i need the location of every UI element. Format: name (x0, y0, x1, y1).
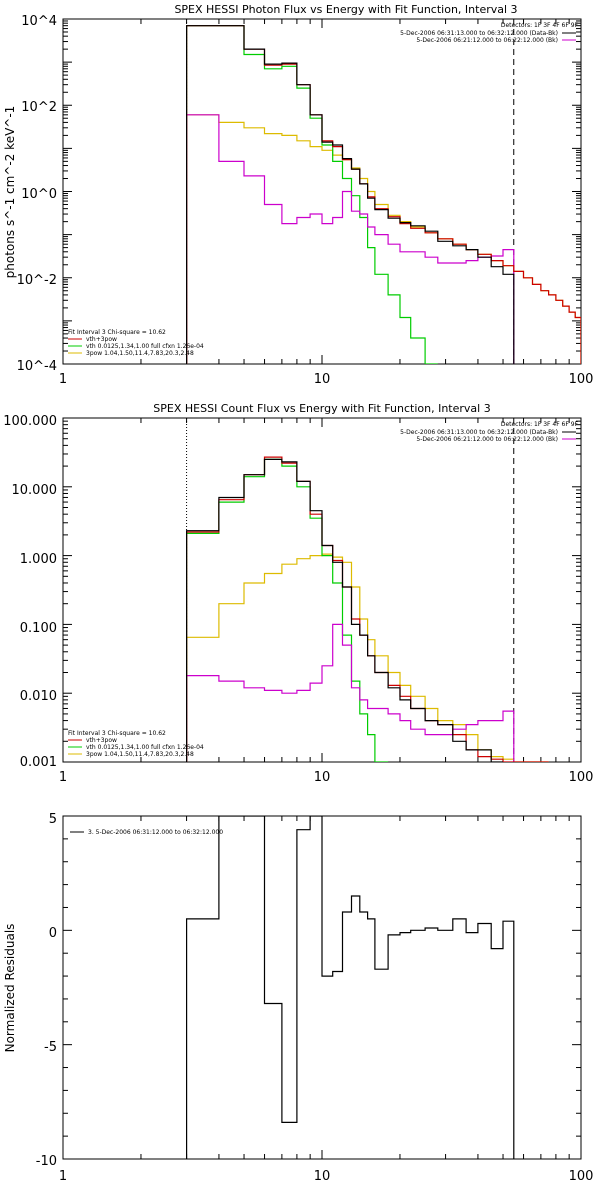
legend-bk: 5-Dec-2006 06:21:12.000 to 06:22:12.000 … (416, 37, 558, 44)
y-axis-label: Normalized Residuals (3, 924, 17, 1053)
chart-title: SPEX HESSI Photon Flux vs Energy with Fi… (174, 3, 517, 16)
x-tick-label: 10 (314, 770, 331, 785)
legend-data-bk: 5-Dec-2006 06:31:13.000 to 06:32:12.000 … (400, 30, 558, 37)
legend-data-bk: 5-Dec-2006 06:31:13.000 to 06:32:12.000 … (400, 429, 558, 436)
series-3-5-dec-2006-06-31-12-000-to-06-32-12-000 (186, 816, 515, 1159)
series-vth-3pow (186, 25, 581, 364)
y-axis-label: photons s^-1 cm^-2 keV^-1 (3, 106, 17, 279)
y-tick-label: 10^-2 (17, 273, 57, 288)
legend-comp3: 3pow 1.04,1.50,11.4,7.83,20.3,2.48 (86, 751, 194, 758)
y-tick-label: 10^2 (21, 100, 57, 115)
legend-right: Detectors: 1F 3F 4F 6F 9F 5-Dec-2006 06:… (400, 22, 578, 44)
legend-comp2: vth 0.0125,1.34,1.00 full cfxn 1.26e-04 (86, 744, 204, 751)
series-3pow (186, 114, 581, 364)
legend-left: Fit Interval 3 Chi-square = 10.62 vth+3p… (68, 329, 204, 357)
y-tick-label: 0 (49, 926, 57, 941)
count-flux-chart: SPEX HESSI Count Flux vs Energy with Fit… (3, 402, 593, 785)
x-tick-label: 1 (59, 372, 67, 387)
chart-title: SPEX HESSI Count Flux vs Energy with Fit… (153, 402, 490, 415)
legend-right: Detectors: 1F 3F 4F 6F 9F 5-Dec-2006 06:… (400, 421, 578, 443)
legend-comp1: vth+3pow (86, 336, 117, 343)
residuals-chart: Normalized Residuals 5 0 -5 -10 1 10 100… (3, 812, 593, 1184)
legend-fit: Fit Interval 3 Chi-square = 10.62 (68, 329, 166, 336)
legend-interval: 3. 5-Dec-2006 06:31:12.000 to 06:32:12.0… (88, 829, 223, 836)
x-tick-label: 10 (314, 372, 331, 387)
y-tick-label: -10 (36, 1154, 57, 1169)
x-tick-label: 100 (569, 372, 594, 387)
series-vth (186, 458, 389, 762)
y-tick-label: -5 (44, 1040, 57, 1055)
x-tick-label: 100 (569, 770, 594, 785)
x-tick-label: 100 (569, 1169, 594, 1184)
legend-detectors: Detectors: 1F 3F 4F 6F 9F (501, 22, 579, 29)
y-tick-label: 10.000 (12, 483, 58, 498)
count-plot-area (62, 417, 582, 763)
legend-comp3: 3pow 1.04,1.50,11.4,7.83,20.3,2.48 (86, 350, 194, 357)
residuals-plot-area (62, 815, 582, 1160)
legend-bk: 5-Dec-2006 06:21:12.000 to 06:22:12.000 … (416, 436, 558, 443)
y-tick-label: 10^4 (21, 14, 57, 29)
y-tick-label: 5 (49, 812, 57, 827)
series-vth (186, 25, 438, 364)
legend-fit: Fit Interval 3 Chi-square = 10.62 (68, 730, 166, 737)
y-tick-label: 0.100 (20, 621, 57, 636)
legend-left: Fit Interval 3 Chi-square = 10.62 vth+3p… (68, 730, 204, 758)
y-tick-label: 10^-4 (17, 359, 57, 374)
series-bk (186, 114, 515, 364)
x-tick-label: 10 (314, 1169, 331, 1184)
legend-detectors: Detectors: 1F 3F 4F 6F 9F (501, 421, 579, 428)
y-tick-label: 100.000 (3, 414, 57, 429)
y-tick-label: 1.000 (20, 552, 57, 567)
series-data-bk (186, 25, 515, 364)
plot-frame (62, 18, 582, 365)
photon-flux-chart: SPEX HESSI Photon Flux vs Energy with Fi… (3, 3, 593, 387)
legend-comp1: vth+3pow (86, 737, 117, 744)
y-tick-label: 10^0 (21, 187, 57, 202)
series-data-bk (186, 458, 503, 762)
y-tick-label: 0.001 (20, 755, 57, 770)
x-tick-label: 1 (59, 770, 67, 785)
x-tick-label: 1 (59, 1169, 67, 1184)
photon-plot-area (62, 18, 582, 365)
legend-comp2: vth 0.0125,1.34,1.00 full cfxn 1.26e-04 (86, 343, 204, 350)
y-tick-label: 0.010 (20, 689, 57, 704)
plot-frame (62, 417, 582, 763)
series-bk (186, 623, 515, 762)
